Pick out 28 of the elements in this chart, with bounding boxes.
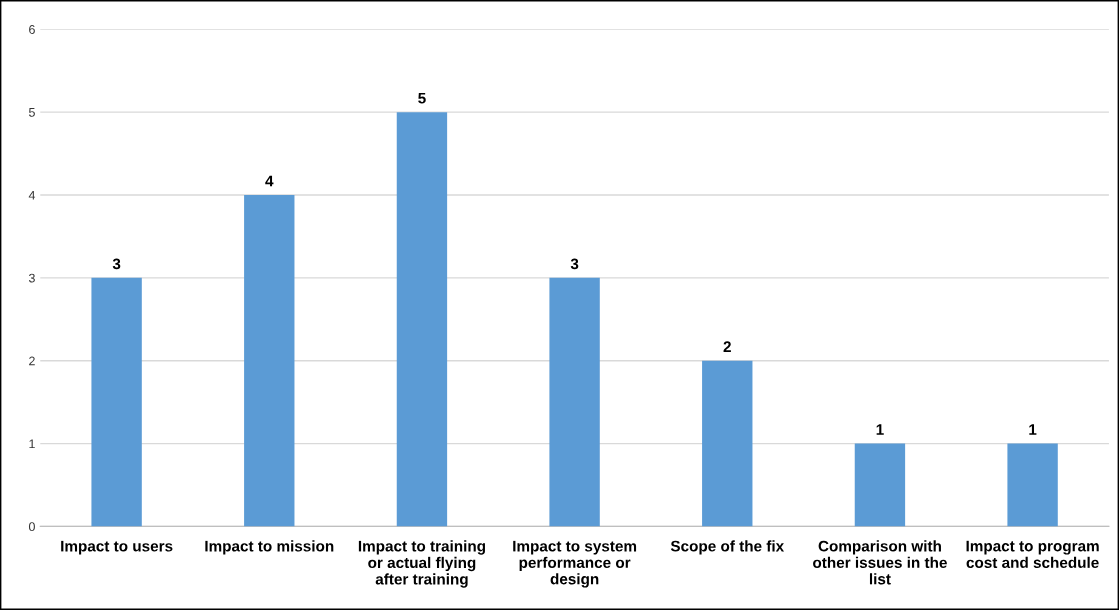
- x-tick-label: Impact to mission: [205, 540, 334, 555]
- y-tick-label: 6: [29, 25, 35, 34]
- y-tick-label: 1: [29, 439, 35, 449]
- bar: [91, 277, 142, 527]
- bar: [854, 443, 906, 527]
- data-label: 5: [418, 92, 426, 104]
- data-label: 4: [265, 175, 274, 187]
- data-label: 3: [112, 258, 121, 270]
- y-tick-label: 3: [28, 273, 35, 283]
- x-tick-label: Impact to training or actual flying after training: [358, 540, 486, 588]
- data-label: 1: [876, 424, 884, 435]
- x-tick-label: Impact to program cost and schedule: [966, 540, 1099, 568]
- bar: [702, 360, 753, 527]
- x-tick-label: Scope of the fix: [670, 540, 785, 555]
- bar: [1007, 443, 1058, 527]
- x-tick-label: Comparison with other issues in the list: [813, 540, 947, 585]
- bar: [549, 277, 600, 527]
- x-tick-label: Impact to system performance or design: [513, 540, 637, 588]
- y-tick-label: 0: [28, 522, 35, 532]
- x-tick-label: Impact to users: [61, 540, 173, 555]
- bar: [396, 112, 448, 527]
- data-label: 2: [723, 341, 731, 352]
- bar: [244, 195, 295, 527]
- data-label: 1: [1029, 424, 1037, 435]
- y-tick-label: 4: [28, 190, 36, 200]
- data-label: 3: [570, 258, 579, 270]
- y-tick-label: 2: [29, 356, 35, 366]
- y-tick-label: 5: [28, 108, 35, 117]
